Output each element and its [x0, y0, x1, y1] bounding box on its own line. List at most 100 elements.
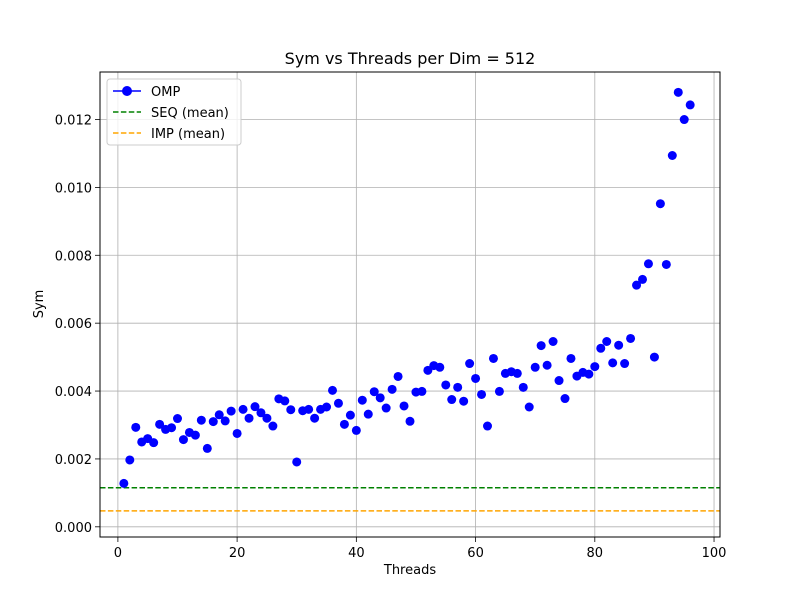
y-tick-label: 0.010 [55, 181, 92, 196]
data-point [459, 396, 469, 406]
data-point [524, 402, 534, 412]
x-axis-ticks: 0 20 40 60 80 100 [114, 537, 727, 561]
data-point [125, 455, 135, 465]
data-point [477, 389, 487, 399]
data-point [673, 87, 683, 97]
data-point [453, 382, 463, 392]
data-point [310, 413, 320, 423]
data-point [643, 259, 653, 269]
y-tick-label: 0.006 [55, 317, 92, 332]
x-tick-label: 60 [467, 546, 484, 561]
data-point [238, 404, 248, 414]
data-point [483, 421, 492, 431]
data-point [322, 402, 332, 412]
data-point [244, 413, 254, 423]
data-point [375, 393, 385, 403]
legend: OMP SEQ (mean) IMP (mean) [106, 78, 242, 146]
data-point [608, 358, 618, 368]
data-point [190, 430, 200, 440]
data-point [512, 368, 522, 378]
data-point [417, 386, 427, 396]
mean-lines [100, 487, 720, 512]
data-point [679, 115, 689, 125]
data-point [471, 373, 481, 383]
data-point [339, 419, 349, 429]
data-point [548, 336, 558, 346]
data-point [399, 401, 409, 411]
data-point [661, 259, 671, 269]
data-point [232, 428, 242, 438]
data-points [119, 87, 695, 488]
data-point [131, 422, 141, 432]
data-point [554, 376, 564, 386]
data-point [256, 408, 266, 418]
data-point [447, 395, 457, 405]
data-point [596, 343, 606, 353]
data-point [405, 416, 415, 426]
data-point [542, 360, 552, 370]
x-tick-label: 20 [229, 546, 246, 561]
data-point [435, 362, 445, 372]
data-point [632, 280, 642, 290]
data-point [262, 413, 272, 423]
data-point [530, 362, 540, 372]
y-tick-label: 0.000 [55, 521, 92, 536]
data-point [280, 396, 290, 406]
data-point [149, 438, 159, 448]
data-point [626, 333, 636, 343]
data-point [208, 417, 218, 427]
data-point [304, 404, 314, 414]
x-axis-label: Threads [383, 563, 436, 578]
data-point [333, 398, 343, 408]
data-point [202, 443, 212, 453]
data-point [226, 406, 236, 416]
data-point [173, 414, 182, 424]
data-point [292, 457, 302, 467]
data-point [119, 478, 129, 488]
data-point [638, 274, 647, 284]
x-tick-label: 80 [587, 546, 604, 561]
y-axis-ticks: 0.000 0.002 0.004 0.006 0.008 0.010 0.012 [55, 114, 100, 536]
data-point [345, 410, 355, 420]
legend-box [106, 78, 242, 146]
legend-label-seq: SEQ (mean) [151, 106, 229, 121]
data-point [667, 150, 677, 160]
data-point [655, 199, 665, 209]
data-point [560, 394, 570, 404]
legend-label-omp: OMP [151, 85, 180, 100]
y-tick-label: 0.008 [55, 249, 92, 264]
y-axis-label: Sym [32, 290, 47, 319]
data-point [214, 410, 224, 420]
data-point [584, 369, 594, 379]
data-point [518, 382, 528, 392]
data-point [620, 359, 630, 369]
x-tick-label: 0 [114, 546, 122, 561]
y-tick-label: 0.012 [55, 114, 92, 129]
data-point [566, 353, 576, 363]
chart-title: Sym vs Threads per Dim = 512 [285, 49, 536, 68]
legend-label-imp: IMP (mean) [151, 127, 225, 142]
data-point [494, 386, 504, 396]
data-point [614, 340, 624, 350]
data-point [590, 362, 600, 372]
data-point [536, 341, 546, 351]
data-point [268, 421, 278, 431]
grid [100, 72, 720, 537]
data-point [387, 384, 397, 394]
data-point [351, 425, 361, 435]
data-point [685, 100, 695, 110]
data-point [155, 419, 165, 429]
legend-omp-marker [122, 86, 132, 96]
data-point [250, 402, 260, 412]
data-point [649, 352, 659, 362]
data-point [441, 380, 451, 390]
y-tick-label: 0.004 [55, 385, 92, 400]
data-point [167, 423, 177, 433]
data-point [363, 409, 373, 419]
data-point [220, 416, 230, 426]
x-tick-label: 40 [348, 546, 365, 561]
x-tick-label: 100 [702, 546, 727, 561]
data-point [393, 371, 403, 381]
data-point [196, 415, 206, 425]
